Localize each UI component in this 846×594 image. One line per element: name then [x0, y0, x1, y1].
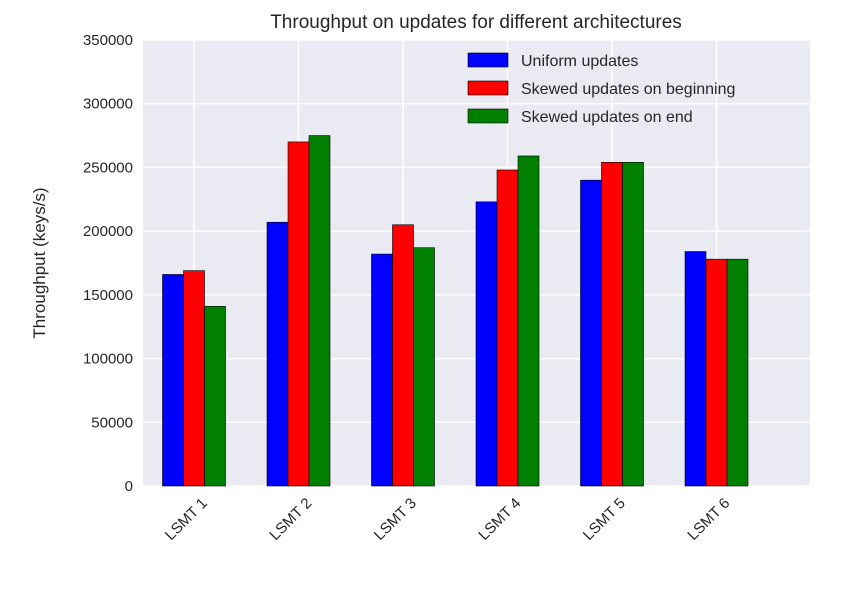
x-tick-label: LSMT 2: [266, 495, 315, 544]
bar: [601, 162, 623, 487]
legend-swatch: [467, 52, 509, 68]
bar: [162, 274, 184, 487]
y-tick-label: 0: [125, 478, 133, 495]
legend-label: Skewed updates on end: [521, 109, 693, 126]
x-tick-label: LSMT 6: [684, 495, 733, 544]
y-tick-labels: 0 50000 100000 150000 200000 250000 300000 3500…: [83, 32, 133, 495]
y-tick-label: 350000: [83, 32, 133, 49]
bar: [308, 135, 331, 487]
x-tick-labels: LSMT 1 LSMT 2 LSMT 3 LSMT 4 LSMT 5 LSMT 6: [162, 495, 733, 544]
bar: [266, 221, 289, 487]
bar: [475, 201, 498, 487]
y-axis-label: Throughput (keys/s): [30, 187, 49, 338]
bar: [622, 162, 644, 487]
y-tick-label: 200000: [83, 223, 133, 240]
y-tick-label: 50000: [91, 414, 133, 431]
x-tick-label: LSMT 4: [475, 495, 524, 544]
bar: [517, 155, 540, 487]
legend-swatch: [467, 108, 509, 124]
bar: [204, 306, 226, 487]
bar: [496, 169, 519, 487]
legend-label: Skewed updates on beginning: [521, 81, 735, 98]
legend: Uniform updates Skewed updates on beginni…: [467, 52, 735, 126]
y-tick-label: 300000: [83, 96, 133, 113]
chart-title: Throughput on updates for different arch…: [270, 12, 682, 33]
bar: [580, 179, 602, 487]
bar: [705, 258, 728, 487]
bars: [162, 135, 749, 487]
bar: [371, 253, 393, 487]
legend-label: Uniform updates: [521, 53, 638, 70]
bar: [183, 270, 205, 487]
bar: [726, 258, 749, 487]
bar: [684, 251, 707, 487]
bar: [413, 247, 435, 487]
x-tick-label: LSMT 5: [580, 495, 629, 544]
x-tick-label: LSMT 3: [371, 495, 420, 544]
bar: [392, 224, 414, 487]
y-tick-label: 100000: [83, 351, 133, 368]
x-tick-label: LSMT 1: [162, 495, 211, 544]
legend-swatch: [467, 80, 509, 96]
y-tick-label: 150000: [83, 287, 133, 304]
bar: [287, 141, 310, 487]
y-tick-label: 250000: [83, 159, 133, 176]
